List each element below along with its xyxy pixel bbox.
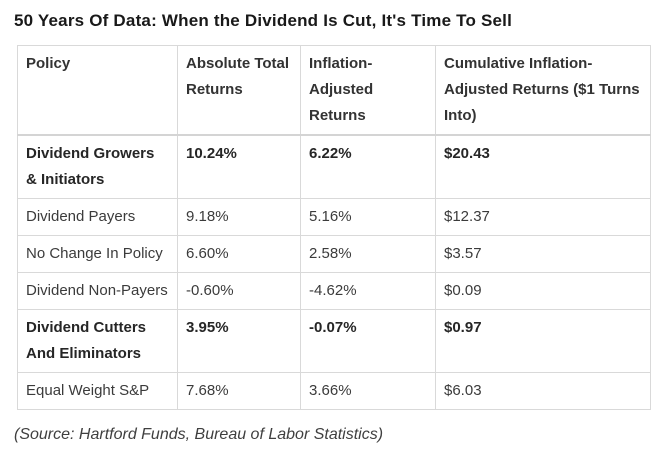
page-title: 50 Years Of Data: When the Dividend Is C… <box>14 11 513 30</box>
absolute-return-cell: 9.18% <box>177 198 301 236</box>
inflation-adjusted-cell: -4.62% <box>300 272 436 310</box>
inflation-adjusted-cell: 3.66% <box>300 372 436 410</box>
policy-cell: Dividend Growers & Initiators <box>17 134 178 199</box>
policy-cell: Dividend Payers <box>17 198 178 236</box>
absolute-return-cell: -0.60% <box>177 272 301 310</box>
table-row-dividend-growers: Dividend Growers & Initiators 10.24% 6.2… <box>17 134 651 199</box>
table-header-row: Policy Absolute Total Returns Inflation-… <box>17 45 651 136</box>
column-header-policy: Policy <box>17 45 178 136</box>
policy-cell: Dividend Non-Payers <box>17 272 178 310</box>
cumulative-return-cell: $12.37 <box>435 198 651 236</box>
cumulative-return-cell: $20.43 <box>435 134 651 199</box>
inflation-adjusted-cell: 5.16% <box>300 198 436 236</box>
table-row-equal-weight-sp: Equal Weight S&P 7.68% 3.66% $6.03 <box>17 372 651 410</box>
policy-cell: No Change In Policy <box>17 235 178 273</box>
cumulative-return-cell: $0.09 <box>435 272 651 310</box>
table-row-no-change-in-policy: No Change In Policy 6.60% 2.58% $3.57 <box>17 235 651 273</box>
cumulative-return-cell: $0.97 <box>435 309 651 373</box>
inflation-adjusted-cell: 2.58% <box>300 235 436 273</box>
table-row-dividend-payers: Dividend Payers 9.18% 5.16% $12.37 <box>17 198 651 236</box>
inflation-adjusted-cell: -0.07% <box>300 309 436 373</box>
source-attribution: (Source: Hartford Funds, Bureau of Labor… <box>14 426 384 443</box>
table-row-dividend-cutters: Dividend Cutters And Eliminators 3.95% -… <box>17 309 651 373</box>
absolute-return-cell: 7.68% <box>177 372 301 410</box>
dividend-returns-table: Policy Absolute Total Returns Inflation-… <box>17 45 651 410</box>
table-row-dividend-non-payers: Dividend Non-Payers -0.60% -4.62% $0.09 <box>17 272 651 310</box>
policy-cell: Equal Weight S&P <box>17 372 178 410</box>
absolute-return-cell: 6.60% <box>177 235 301 273</box>
cumulative-return-cell: $3.57 <box>435 235 651 273</box>
absolute-return-cell: 3.95% <box>177 309 301 373</box>
policy-cell: Dividend Cutters And Eliminators <box>17 309 178 373</box>
inflation-adjusted-cell: 6.22% <box>300 134 436 199</box>
column-header-cumulative-returns: Cumulative Inflation-Adjusted Returns ($… <box>435 45 651 136</box>
absolute-return-cell: 10.24% <box>177 134 301 199</box>
column-header-absolute-total-returns: Absolute Total Returns <box>177 45 301 136</box>
column-header-inflation-adjusted-returns: Inflation-Adjusted Returns <box>300 45 436 136</box>
cumulative-return-cell: $6.03 <box>435 372 651 410</box>
